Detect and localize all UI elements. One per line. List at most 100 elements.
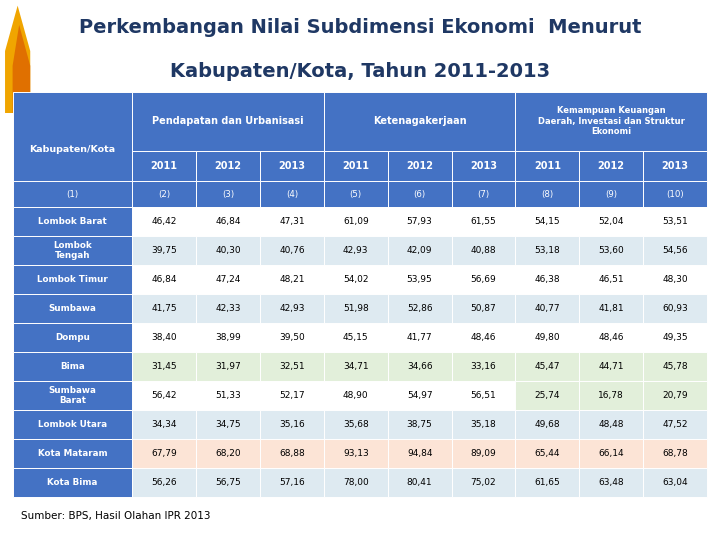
- Text: Sumbawa
Barat: Sumbawa Barat: [49, 386, 96, 405]
- Bar: [516, 439, 580, 468]
- Text: 61,65: 61,65: [534, 478, 560, 487]
- Text: 32,51: 32,51: [279, 362, 305, 371]
- Bar: [260, 151, 324, 181]
- Bar: [580, 439, 643, 468]
- Text: 47,52: 47,52: [662, 420, 688, 429]
- Bar: [516, 352, 580, 381]
- Bar: [643, 265, 707, 294]
- Bar: [324, 468, 387, 497]
- Bar: [132, 439, 196, 468]
- Bar: [451, 151, 516, 181]
- Bar: [13, 352, 132, 381]
- Bar: [516, 294, 580, 323]
- Polygon shape: [13, 25, 30, 113]
- Text: Ketenagakerjaan: Ketenagakerjaan: [373, 116, 467, 126]
- Text: 51,33: 51,33: [215, 391, 241, 400]
- Bar: [451, 236, 516, 265]
- Bar: [196, 468, 260, 497]
- Text: 38,99: 38,99: [215, 333, 241, 342]
- Text: 68,88: 68,88: [279, 449, 305, 458]
- Bar: [580, 381, 643, 410]
- Bar: [260, 265, 324, 294]
- Bar: [387, 151, 451, 181]
- Text: 2013: 2013: [470, 161, 497, 171]
- Bar: [13, 236, 132, 265]
- Bar: [132, 323, 196, 352]
- Text: 54,97: 54,97: [407, 391, 433, 400]
- Text: 45,15: 45,15: [343, 333, 369, 342]
- Text: Kemampuan Keuangan
Daerah, Investasi dan Struktur
Ekonomi: Kemampuan Keuangan Daerah, Investasi dan…: [538, 106, 685, 136]
- Text: 20,79: 20,79: [662, 391, 688, 400]
- Bar: [643, 207, 707, 236]
- Text: Dompu: Dompu: [55, 333, 90, 342]
- Text: 48,90: 48,90: [343, 391, 369, 400]
- Text: 33,16: 33,16: [471, 362, 496, 371]
- Text: 35,16: 35,16: [279, 420, 305, 429]
- Bar: [451, 181, 516, 207]
- Bar: [580, 323, 643, 352]
- Text: 65,44: 65,44: [535, 449, 560, 458]
- Text: 45,78: 45,78: [662, 362, 688, 371]
- Bar: [196, 323, 260, 352]
- Bar: [324, 439, 387, 468]
- Text: 44,71: 44,71: [598, 362, 624, 371]
- Bar: [387, 381, 451, 410]
- Text: 39,50: 39,50: [279, 333, 305, 342]
- Bar: [580, 468, 643, 497]
- Text: 52,04: 52,04: [598, 217, 624, 226]
- Text: 34,75: 34,75: [215, 420, 241, 429]
- Bar: [132, 207, 196, 236]
- Text: 42,93: 42,93: [279, 304, 305, 313]
- Text: 53,60: 53,60: [598, 246, 624, 255]
- Bar: [580, 410, 643, 439]
- Text: 31,97: 31,97: [215, 362, 241, 371]
- Text: 46,84: 46,84: [151, 275, 177, 284]
- Text: 2011: 2011: [342, 161, 369, 171]
- Bar: [516, 468, 580, 497]
- Bar: [516, 207, 580, 236]
- Text: Bima: Bima: [60, 362, 85, 371]
- Bar: [196, 207, 260, 236]
- Text: 57,93: 57,93: [407, 217, 433, 226]
- Text: 56,51: 56,51: [471, 391, 496, 400]
- Bar: [132, 151, 196, 181]
- Bar: [516, 265, 580, 294]
- Bar: [13, 294, 132, 323]
- Text: 35,68: 35,68: [343, 420, 369, 429]
- Bar: [196, 265, 260, 294]
- Text: (10): (10): [666, 190, 684, 199]
- Text: 40,77: 40,77: [534, 304, 560, 313]
- Text: 34,71: 34,71: [343, 362, 369, 371]
- Bar: [451, 352, 516, 381]
- Bar: [580, 181, 643, 207]
- Bar: [580, 207, 643, 236]
- Text: 52,17: 52,17: [279, 391, 305, 400]
- Text: 35,18: 35,18: [471, 420, 496, 429]
- Bar: [132, 181, 196, 207]
- Bar: [324, 92, 516, 151]
- Bar: [196, 181, 260, 207]
- Text: Kabupaten/Kota: Kabupaten/Kota: [30, 145, 116, 154]
- Text: 46,38: 46,38: [534, 275, 560, 284]
- Bar: [387, 294, 451, 323]
- Bar: [196, 439, 260, 468]
- Bar: [260, 410, 324, 439]
- Text: Lombok Utara: Lombok Utara: [38, 420, 107, 429]
- Bar: [196, 381, 260, 410]
- Bar: [643, 294, 707, 323]
- Text: 93,13: 93,13: [343, 449, 369, 458]
- Bar: [516, 181, 580, 207]
- Text: (7): (7): [477, 190, 490, 199]
- Text: 41,81: 41,81: [598, 304, 624, 313]
- Text: (4): (4): [286, 190, 298, 199]
- Bar: [516, 410, 580, 439]
- Text: 48,30: 48,30: [662, 275, 688, 284]
- Text: 49,35: 49,35: [662, 333, 688, 342]
- Text: 94,84: 94,84: [407, 449, 433, 458]
- Bar: [260, 439, 324, 468]
- Bar: [13, 323, 132, 352]
- Text: 46,84: 46,84: [215, 217, 240, 226]
- Text: (8): (8): [541, 190, 554, 199]
- Bar: [132, 92, 324, 151]
- Text: 63,04: 63,04: [662, 478, 688, 487]
